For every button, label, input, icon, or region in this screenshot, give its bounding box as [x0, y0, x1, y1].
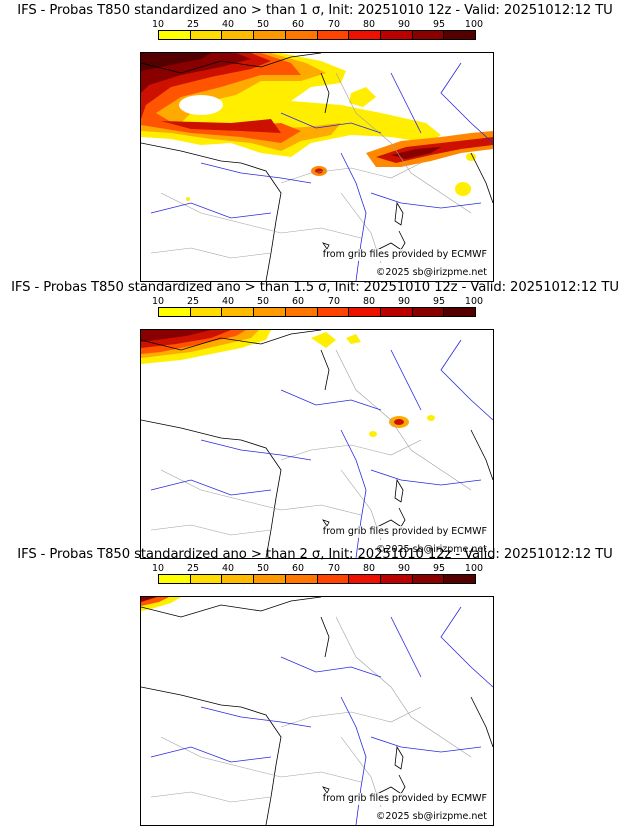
panel-title: IFS - Probas T850 standardized ano > tha…: [17, 547, 613, 562]
colorbar-tick-label: 40: [221, 563, 235, 574]
colorbar-tick-label: 95: [432, 563, 446, 574]
colorbar-swatch: [380, 31, 413, 39]
colorbar-tick-label: 80: [362, 19, 376, 30]
map-svg: [141, 330, 493, 558]
colorbar-swatch: [159, 31, 191, 39]
colorbar-bar: [158, 574, 476, 584]
colorbar-swatch: [317, 31, 350, 39]
colorbar-tick-label: 25: [186, 19, 200, 30]
colorbar-swatch: [444, 575, 476, 583]
map-base: [141, 597, 493, 825]
colorbar-swatch: [190, 31, 223, 39]
colorbar-tick-label: 60: [291, 563, 305, 574]
colorbar-swatch: [285, 575, 318, 583]
colorbar-tick-label: 80: [362, 563, 376, 574]
probability-map: from grib files provided by ECMWF ©2025 …: [140, 329, 494, 559]
colorbar-tick-label: 40: [221, 296, 235, 307]
colorbar-tick-label: 100: [464, 19, 484, 30]
colorbar-swatch: [190, 308, 223, 316]
colorbar-tick-label: 50: [256, 19, 270, 30]
colorbar-swatch: [159, 308, 191, 316]
colorbar-swatch: [222, 31, 255, 39]
colorbar-swatch: [317, 308, 350, 316]
colorbar-swatch: [412, 575, 445, 583]
probability-colorbar: 10 25 40 50 60 70 80 90 95 100: [152, 19, 483, 45]
map-svg: [141, 597, 493, 825]
colorbar-swatch: [254, 31, 286, 39]
colorbar-swatch: [444, 31, 476, 39]
colorbar-tick-label: 90: [397, 19, 411, 30]
colorbar-swatch: [222, 308, 255, 316]
colorbar-swatch: [159, 575, 191, 583]
colorbar-tick-label: 60: [291, 296, 305, 307]
probability-shading: [141, 597, 181, 611]
map-panel-3: IFS - Probas T850 standardized ano > tha…: [0, 547, 630, 826]
probability-shading: [141, 53, 493, 201]
colorbar-swatch: [254, 575, 286, 583]
colorbar-tick-label: 40: [221, 19, 235, 30]
colorbar-swatch: [412, 31, 445, 39]
probability-map: from grib files provided by ECMWF ©2025 …: [140, 596, 494, 826]
colorbar-swatch: [222, 575, 255, 583]
colorbar-tick-label: 95: [432, 19, 446, 30]
colorbar-swatch: [317, 575, 350, 583]
probability-shading: [141, 330, 435, 437]
colorbar-swatch: [380, 308, 413, 316]
colorbar-labels: 10 25 40 50 60 70 80 90 95 100: [152, 19, 483, 30]
colorbar-bar: [158, 307, 476, 317]
colorbar-tick-label: 90: [397, 563, 411, 574]
copyright-notice: ©2025 sb@irizpme.net: [373, 811, 489, 823]
colorbar-tick-label: 25: [186, 296, 200, 307]
colorbar-tick-label: 60: [291, 19, 305, 30]
data-source-credit: from grib files provided by ECMWF: [320, 526, 489, 538]
colorbar-tick-label: 100: [464, 563, 484, 574]
colorbar-tick-label: 90: [397, 296, 411, 307]
probability-colorbar: 10 25 40 50 60 70 80 90 95 100: [152, 563, 483, 589]
data-source-credit: from grib files provided by ECMWF: [320, 249, 489, 261]
colorbar-swatch: [349, 575, 381, 583]
colorbar-swatch: [412, 308, 445, 316]
panel-title: IFS - Probas T850 standardized ano > tha…: [17, 3, 613, 18]
colorbar-tick-label: 80: [362, 296, 376, 307]
map-svg: [141, 53, 493, 281]
colorbar-tick-label: 70: [327, 19, 341, 30]
colorbar-bar: [158, 30, 476, 40]
probability-colorbar: 10 25 40 50 60 70 80 90 95 100: [152, 296, 483, 322]
colorbar-swatch: [190, 575, 223, 583]
data-source-credit: from grib files provided by ECMWF: [320, 793, 489, 805]
colorbar-tick-label: 10: [151, 296, 165, 307]
copyright-notice: ©2025 sb@irizpme.net: [373, 544, 489, 556]
colorbar-swatch: [444, 308, 476, 316]
colorbar-swatch: [285, 31, 318, 39]
map-panel-2: IFS - Probas T850 standardized ano > tha…: [0, 280, 630, 559]
panel-title: IFS - Probas T850 standardized ano > tha…: [11, 280, 619, 295]
colorbar-swatch: [349, 308, 381, 316]
colorbar-labels: 10 25 40 50 60 70 80 90 95 100: [152, 563, 483, 574]
colorbar-swatch: [254, 308, 286, 316]
colorbar-tick-label: 95: [432, 296, 446, 307]
colorbar-tick-label: 70: [327, 563, 341, 574]
colorbar-tick-label: 50: [256, 296, 270, 307]
colorbar-tick-label: 10: [151, 563, 165, 574]
colorbar-tick-label: 50: [256, 563, 270, 574]
colorbar-swatch: [380, 575, 413, 583]
map-base: [141, 330, 493, 558]
colorbar-tick-label: 10: [151, 19, 165, 30]
colorbar-tick-label: 25: [186, 563, 200, 574]
colorbar-labels: 10 25 40 50 60 70 80 90 95 100: [152, 296, 483, 307]
colorbar-swatch: [285, 308, 318, 316]
colorbar-swatch: [349, 31, 381, 39]
probability-map: from grib files provided by ECMWF ©2025 …: [140, 52, 494, 282]
colorbar-tick-label: 70: [327, 296, 341, 307]
copyright-notice: ©2025 sb@irizpme.net: [373, 267, 489, 279]
map-panel-1: IFS - Probas T850 standardized ano > tha…: [0, 3, 630, 282]
colorbar-tick-label: 100: [464, 296, 484, 307]
